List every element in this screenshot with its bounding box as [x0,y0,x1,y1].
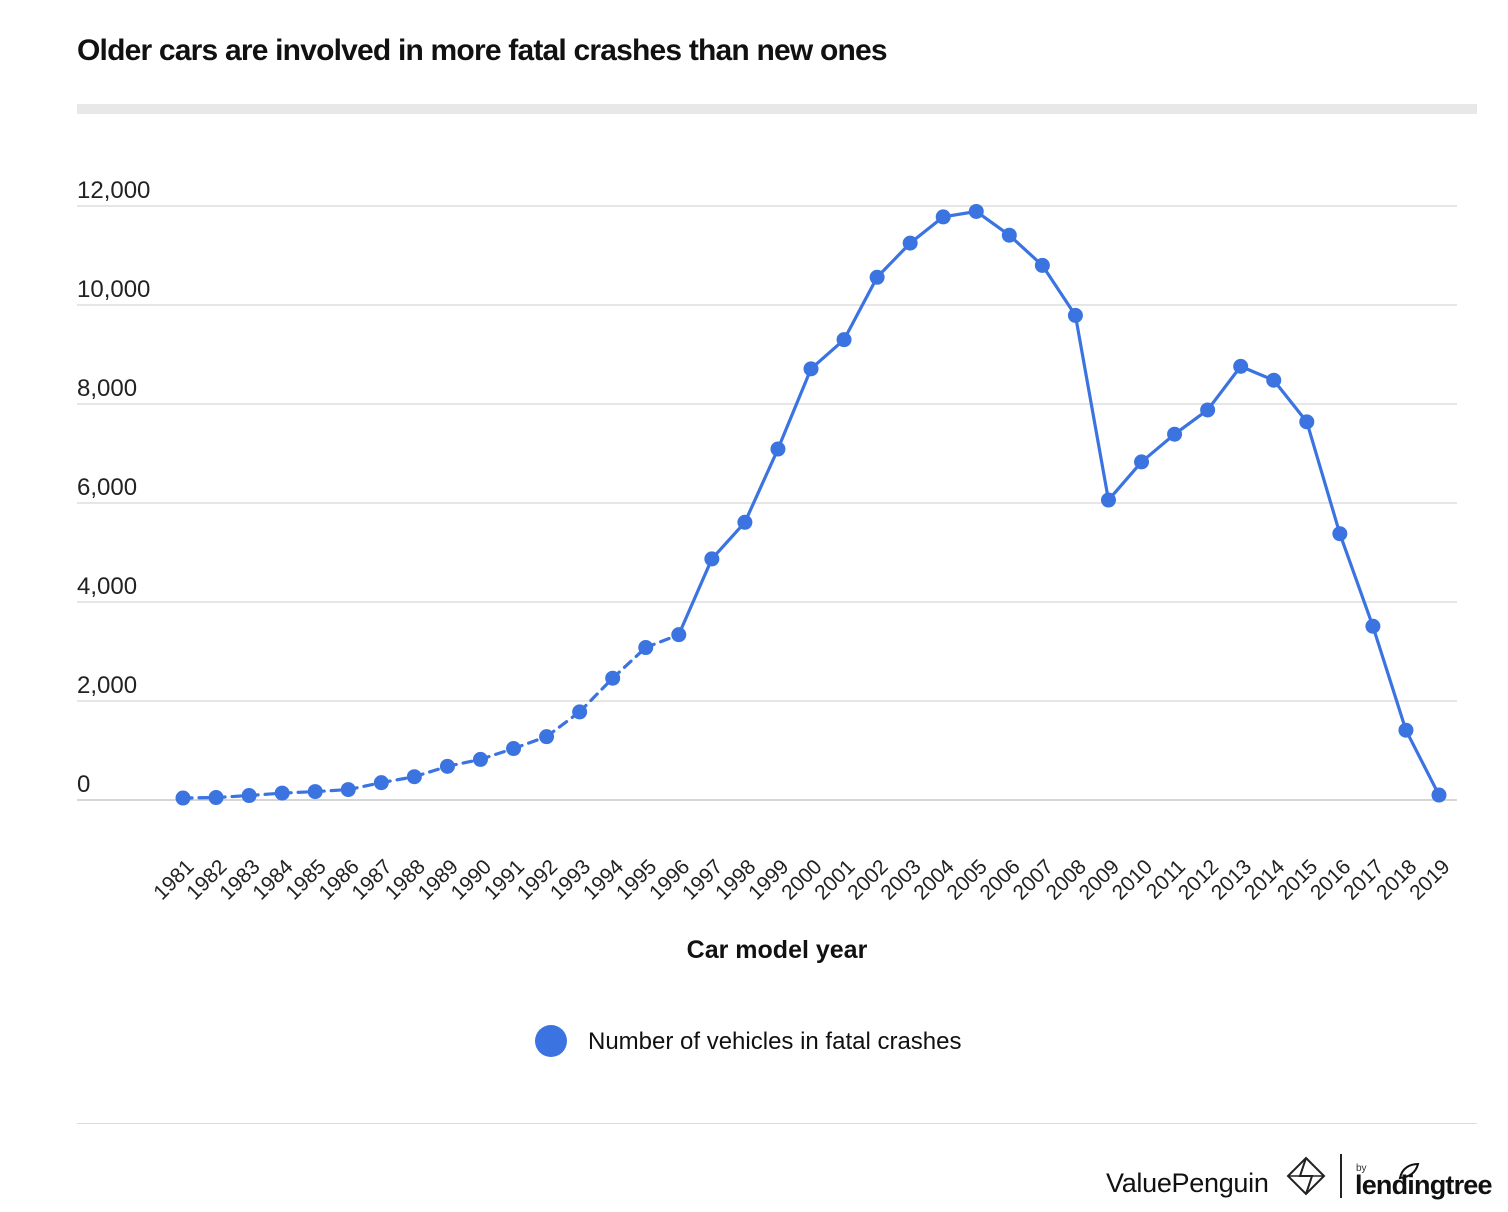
data-point [1266,372,1282,388]
x-axis-label: Car model year [687,936,868,964]
title-divider [77,104,1477,114]
line-segment [776,367,813,451]
line-segment [1371,624,1408,732]
valuepenguin-wordmark: ValuePenguin [1106,1168,1269,1198]
line-chart: 0 2,000 4,000 6,000 8,000 10,000 12,000 198119… [77,177,1457,1057]
lendingtree-wordmark: lendingtree [1355,1170,1493,1200]
data-point [406,769,422,785]
data-point [836,332,852,348]
line-segment [1272,378,1309,424]
y-tick-label: 6,000 [77,474,137,501]
data-point [605,670,621,686]
data-point [1067,307,1083,323]
data-point [241,788,257,804]
line-segment [1040,263,1078,317]
data-point [968,203,984,219]
data-point [472,751,488,767]
data-point [307,784,323,800]
brand-by-label: by [1356,1163,1367,1174]
line-segment [743,447,780,524]
y-tick-label: 8,000 [77,375,137,402]
data-point [1398,722,1414,738]
line-segment [875,241,912,279]
line-segment [1206,364,1243,412]
data-point [737,514,753,530]
y-tick-labels: 0 2,000 4,000 6,000 8,000 10,000 12,000 [77,177,150,798]
data-point [373,775,389,791]
data-point [539,729,555,745]
data-point [935,209,951,225]
data-point [1134,454,1150,470]
valuepenguin-logo-icon [1286,1156,1326,1201]
data-point [1200,402,1216,418]
data-point [274,785,290,801]
data-point [506,741,522,757]
footer: ValuePenguin by lendingtree [0,1150,1508,1210]
line-segment [677,557,714,637]
data-point [1034,257,1050,273]
line-segment [578,676,615,714]
data-point [208,790,224,806]
legend-marker [535,1025,567,1057]
data-point [1299,414,1315,430]
series-points [175,203,1447,806]
line-segment [1073,313,1111,502]
gridlines [77,205,1457,801]
legend: Number of vehicles in fatal crashes [535,1025,962,1057]
data-point [1167,426,1183,442]
line-segment [1404,728,1441,797]
footer-divider [77,1123,1477,1124]
brand-separator [1340,1154,1342,1198]
data-point [175,790,191,806]
data-point [1233,358,1249,374]
y-tick-label: 2,000 [77,672,137,699]
series-line [181,209,1441,800]
y-tick-label: 0 [77,771,90,798]
data-point [803,361,819,377]
data-point [1332,526,1348,542]
data-point [869,269,885,285]
data-point [439,758,455,774]
data-point [770,441,786,457]
data-point [671,627,687,643]
line-segment [1305,420,1342,536]
x-tick-labels: 1981198219831984198519861987198819891990… [149,855,1454,905]
lendingtree-leaf-icon [1398,1162,1420,1185]
data-point [1100,492,1116,508]
data-point [572,704,588,720]
data-point [704,551,720,567]
data-point [1001,227,1017,243]
data-point [902,235,918,251]
data-point [340,782,356,798]
chart-title: Older cars are involved in more fatal cr… [77,34,888,67]
line-segment [1106,460,1144,502]
line-segment [842,275,879,342]
legend-label: Number of vehicles in fatal crashes [588,1028,962,1055]
y-tick-label: 10,000 [77,276,150,303]
line-segment [611,645,648,680]
line-segment [710,520,747,561]
y-tick-label: 12,000 [77,177,150,204]
data-point [638,640,654,656]
line-segment [1338,532,1375,628]
data-point [1365,618,1381,634]
y-tick-label: 4,000 [77,573,137,600]
data-point [1431,787,1447,803]
x-tick-label: 2019 [1405,855,1454,904]
